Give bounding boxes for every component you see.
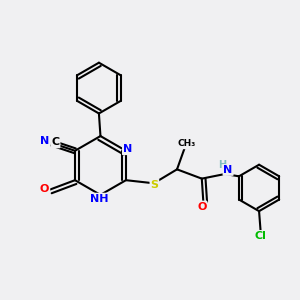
Text: N: N [224, 165, 233, 175]
Text: O: O [197, 202, 206, 212]
Text: O: O [40, 184, 49, 194]
Text: C: C [51, 137, 59, 147]
Text: N: N [123, 144, 132, 154]
Text: CH₃: CH₃ [177, 140, 195, 148]
Text: S: S [150, 180, 158, 190]
Text: Cl: Cl [255, 231, 267, 241]
Text: H: H [218, 160, 226, 170]
Text: NH: NH [90, 194, 108, 204]
Text: N: N [40, 136, 50, 146]
